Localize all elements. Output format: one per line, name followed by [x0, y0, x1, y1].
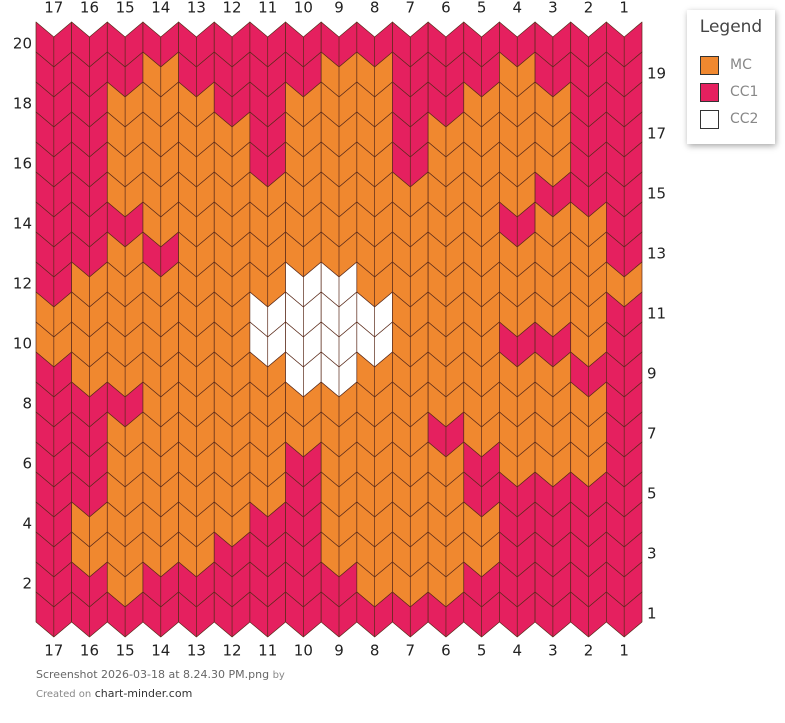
- knitting-chart: 2019181716151413121110987654321171716161…: [13, 0, 666, 660]
- legend-label: MC: [730, 57, 752, 73]
- row-number: 7: [647, 425, 657, 443]
- row-number: 19: [647, 65, 666, 83]
- column-number: 7: [406, 642, 416, 660]
- site-link[interactable]: chart-minder.com: [94, 687, 193, 700]
- column-number: 8: [370, 0, 380, 17]
- row-number: 10: [13, 335, 32, 353]
- column-number: 2: [584, 642, 594, 660]
- legend: Legend MC CC1 CC2: [687, 10, 775, 144]
- legend-title: Legend: [699, 17, 763, 37]
- column-number: 11: [258, 0, 277, 17]
- column-number: 6: [441, 642, 451, 660]
- column-number: 16: [80, 642, 99, 660]
- row-number: 11: [647, 305, 666, 323]
- column-number: 15: [116, 0, 135, 17]
- column-number: 4: [512, 642, 522, 660]
- column-number: 12: [223, 0, 242, 17]
- legend-label: CC2: [730, 111, 759, 127]
- row-number: 8: [22, 395, 32, 413]
- column-number: 5: [477, 0, 487, 17]
- column-number: 1: [619, 642, 629, 660]
- column-number: 16: [80, 0, 99, 17]
- column-number: 4: [512, 0, 522, 17]
- column-number: 12: [223, 642, 242, 660]
- row-number: 18: [13, 95, 32, 113]
- column-number: 17: [44, 0, 63, 17]
- row-number: 14: [13, 215, 32, 233]
- legend-label: CC1: [730, 84, 759, 100]
- column-number: 17: [44, 642, 63, 660]
- column-number: 7: [406, 0, 416, 17]
- column-number: 15: [116, 642, 135, 660]
- column-number: 2: [584, 0, 594, 17]
- row-number: 15: [647, 185, 666, 203]
- column-number: 5: [477, 642, 487, 660]
- row-number: 5: [647, 485, 657, 503]
- created-text: Created on: [36, 689, 92, 700]
- column-number: 8: [370, 642, 380, 660]
- row-number: 13: [647, 245, 666, 263]
- row-number: 6: [22, 455, 32, 473]
- row-number: 3: [647, 545, 657, 563]
- column-number: 10: [294, 642, 313, 660]
- column-number: 13: [187, 0, 206, 17]
- row-number: 12: [13, 275, 32, 293]
- row-number: 4: [22, 515, 32, 533]
- row-number: 16: [13, 155, 32, 173]
- legend-swatch: [700, 56, 719, 75]
- column-number: 6: [441, 0, 451, 17]
- column-number: 1: [619, 0, 629, 17]
- file-name: Screenshot 2026-03-18 at 8.24.30 PM.png: [36, 668, 270, 681]
- footer: Screenshot 2026-03-18 at 8.24.30 PM.png …: [36, 666, 285, 704]
- by-text: by: [272, 670, 285, 681]
- row-number: 2: [22, 575, 32, 593]
- row-number: 1: [647, 605, 657, 623]
- column-number: 10: [294, 0, 313, 17]
- legend-swatch: [700, 110, 719, 129]
- column-number: 11: [258, 642, 277, 660]
- row-number: 17: [647, 125, 666, 143]
- column-number: 13: [187, 642, 206, 660]
- column-number: 9: [334, 0, 344, 17]
- column-number: 9: [334, 642, 344, 660]
- column-number: 14: [151, 0, 170, 17]
- column-number: 3: [548, 0, 558, 17]
- row-number: 20: [13, 35, 32, 53]
- row-number: 9: [647, 365, 657, 383]
- column-number: 3: [548, 642, 558, 660]
- column-number: 14: [151, 642, 170, 660]
- legend-swatch: [700, 83, 719, 102]
